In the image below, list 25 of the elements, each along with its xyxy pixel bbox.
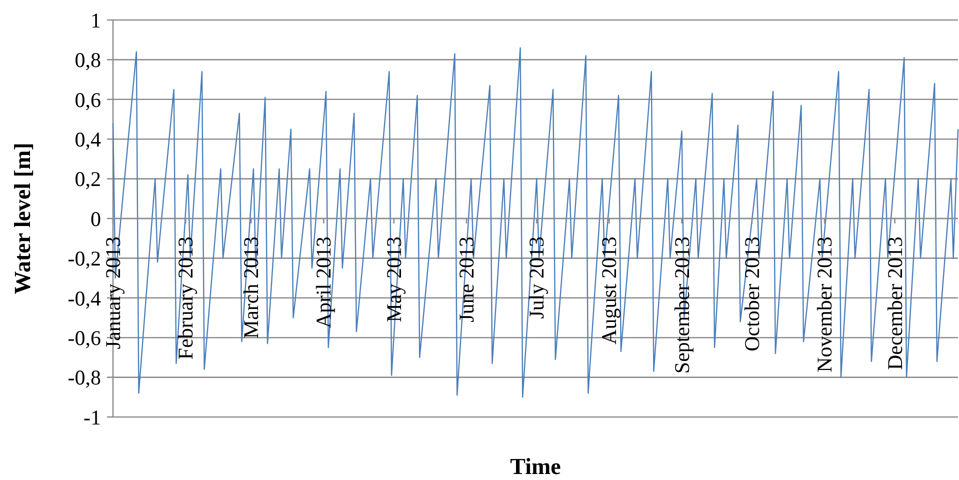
x-tick-label: May 2013 — [382, 236, 406, 322]
y-tick-label: -0,2 — [68, 246, 101, 271]
x-tick-label: September 2013 — [670, 236, 694, 374]
y-axis-title: Water level [m] — [10, 142, 35, 294]
x-axis-title: Time — [510, 454, 561, 479]
y-tick-label: -0,8 — [68, 366, 101, 390]
y-tick-label: 1 — [90, 8, 101, 32]
y-tick-label: -0,4 — [68, 286, 102, 310]
x-tick-label: November 2013 — [812, 236, 837, 372]
x-tick-label: July 2013 — [524, 236, 549, 319]
x-tick-label: June 2013 — [454, 236, 478, 322]
x-tick-label: February 2013 — [174, 236, 198, 360]
y-tick-label: -0,6 — [68, 326, 101, 350]
x-tick-label: August 2013 — [597, 236, 622, 344]
y-tick-label: -1 — [84, 405, 101, 430]
y-tick-label: 0,2 — [74, 167, 101, 192]
x-tick-label: December 2013 — [882, 236, 907, 370]
x-tick-label: January 2013 — [101, 236, 125, 350]
x-tick-label: October 2013 — [740, 236, 764, 352]
y-tick-label: 0,6 — [74, 88, 101, 112]
y-tick-label: 0,8 — [74, 48, 101, 72]
x-tick-label: April 2013 — [312, 236, 336, 328]
y-tick-label: 0,4 — [74, 127, 102, 152]
y-tick-label: 0 — [90, 206, 101, 231]
x-tick-label: March 2013 — [239, 236, 264, 339]
